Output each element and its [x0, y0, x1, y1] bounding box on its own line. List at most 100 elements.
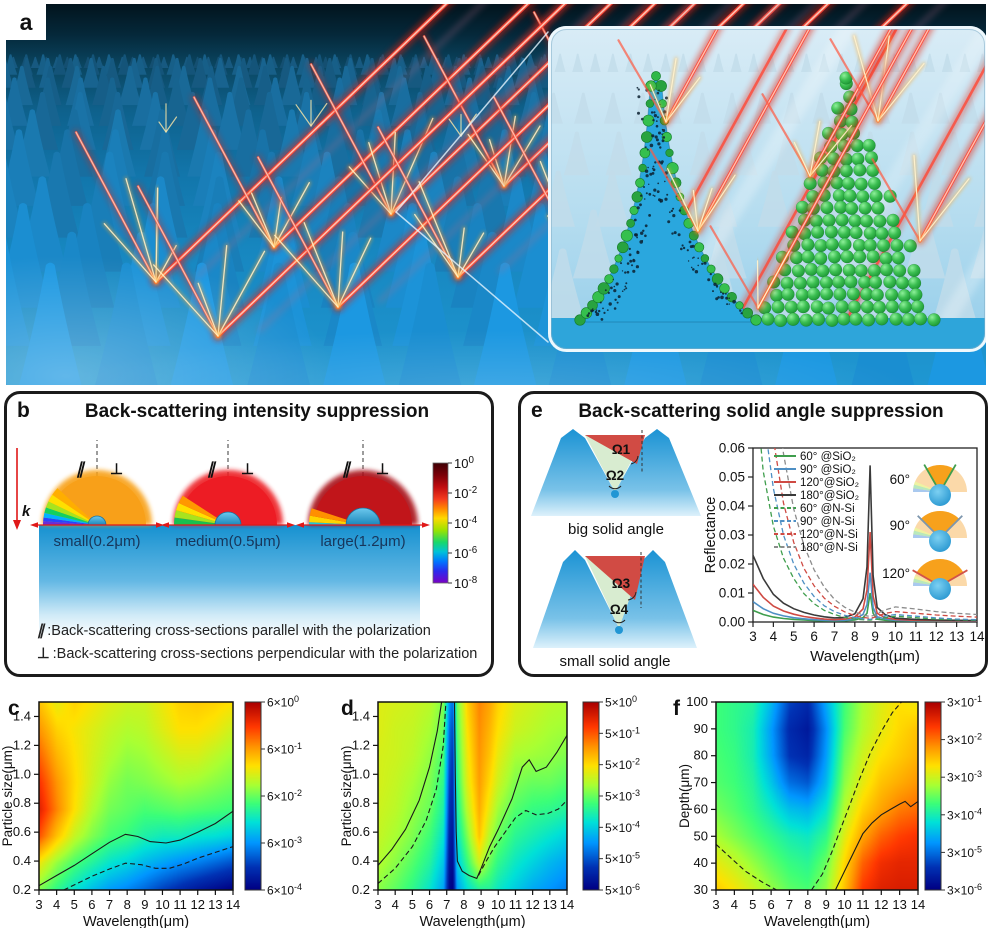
colorbar-tick: 10-4: [454, 515, 478, 531]
x-tick: 7: [786, 897, 793, 912]
colorbar-tick: 3×10-5: [947, 844, 982, 860]
colorbar-tick: 5×10-1: [605, 725, 640, 741]
x-tick: 8: [804, 897, 811, 912]
y-tick: 1.4: [352, 708, 370, 723]
y-tick: 0.4: [352, 853, 370, 868]
y-tick: 0.01: [719, 586, 745, 601]
x-tick: 4: [392, 897, 399, 912]
x-tick: 4: [731, 897, 738, 912]
x-tick: 7: [443, 897, 450, 912]
y-tick: 0.4: [13, 853, 31, 868]
parallel-symbol: ∥: [207, 461, 217, 478]
x-tick: 13: [892, 897, 906, 912]
y-axis-label: Particle size(μm): [339, 746, 354, 847]
panel-f-label: f: [673, 697, 681, 720]
inset-magnified-view: [548, 26, 986, 352]
y-axis-label: Reflectance: [703, 497, 719, 574]
x-tick: 11: [909, 629, 923, 644]
y-tick: 0.05: [719, 470, 745, 485]
x-tick: 8: [460, 897, 467, 912]
x-tick: 13: [208, 897, 222, 912]
colorbar-tick: 3×10-6: [947, 882, 982, 898]
legend-line-perpendicular: ⊥:Back-scattering cross-sections perpend…: [37, 643, 477, 666]
colorbar-tick: 5×10-5: [605, 851, 640, 867]
colorbar-tick: 100: [454, 455, 474, 471]
y-tick: 70: [694, 775, 708, 790]
colorbar-tick: 3×10-2: [947, 732, 982, 748]
x-tick: 7: [831, 629, 839, 644]
particle-size-label: small(0.2μm): [54, 533, 141, 550]
colorbar-tick: 5×10-3: [605, 788, 640, 804]
y-tick: 90: [694, 721, 708, 736]
colorbar-tick: 10-2: [454, 485, 477, 501]
colorbar-f: [925, 702, 941, 890]
panel-a: a: [6, 4, 986, 385]
x-axis-label: Wavelength(μm): [810, 648, 920, 665]
y-tick: 0.8: [352, 795, 370, 810]
panel-d-label: d: [341, 697, 354, 720]
x-tick: 14: [226, 897, 240, 912]
legend-entry: 90° @N-Si: [800, 516, 855, 528]
y-tick: 1.2: [13, 737, 31, 752]
colorbar-tick: 3×10-4: [947, 807, 982, 823]
substrate: [39, 525, 420, 637]
x-tick: 5: [71, 897, 78, 912]
y-tick: 0.00: [719, 615, 745, 630]
x-tick: 7: [106, 897, 113, 912]
y-tick: 30: [694, 882, 708, 897]
colorbar-tick: 6×10-4: [267, 882, 302, 898]
x-tick: 4: [770, 629, 778, 644]
gauge-90°: 90°: [890, 511, 967, 552]
colorbar-tick: 5×10-2: [605, 757, 640, 773]
colorbar-tick: 5×100: [605, 694, 637, 710]
x-tick: 5: [749, 897, 756, 912]
y-tick: 0.6: [13, 824, 31, 839]
x-tick: 3: [712, 897, 719, 912]
panel-b: b Back-scattering intensity suppression …: [4, 391, 494, 677]
panel-e-graphic: Ω1 Ω2 big solid angle Ω3 Ω4 small solid angle…: [531, 429, 985, 670]
y-tick: 0.06: [719, 441, 745, 456]
x-tick: 11: [173, 897, 187, 912]
y-tick: 1.4: [13, 708, 31, 723]
parallel-icon: ∥: [37, 623, 45, 639]
y-tick: 0.8: [13, 795, 31, 810]
colorbar-tick: 6×100: [267, 694, 299, 710]
legend-line-parallel: ∥:Back-scattering cross-sections paralle…: [37, 620, 477, 643]
colorbar-tick: 3×10-3: [947, 769, 982, 785]
parallel-symbol: ∥: [342, 461, 352, 478]
panel-a-scene: [6, 4, 986, 385]
heatmap-c-canvas: [39, 702, 233, 890]
legend-entry: 180°@SiO₂: [800, 490, 859, 502]
particle-size-label: large(1.2μm): [320, 533, 405, 550]
x-tick: 9: [141, 897, 148, 912]
x-tick: 4: [53, 897, 60, 912]
colorbar-tick: 5×10-6: [605, 882, 640, 898]
x-tick: 13: [949, 629, 964, 644]
x-tick: 6: [767, 897, 774, 912]
inset-callout-lines: [395, 31, 549, 343]
panel-b-title: Back-scattering intensity suppression: [84, 401, 430, 422]
x-tick: 14: [560, 897, 574, 912]
omega4-label: Ω4: [610, 602, 629, 617]
x-tick: 9: [477, 897, 484, 912]
perpendicular-symbol: ⊥: [110, 461, 123, 478]
panel-a-label: a: [6, 4, 46, 40]
panel-c-label: c: [8, 697, 20, 720]
legend-entry: 60° @SiO₂: [800, 451, 856, 463]
y-tick: 1.0: [352, 766, 370, 781]
scattering-pattern-2: ∥ ⊥ large(1.2μm): [296, 440, 430, 550]
x-tick: 8: [851, 629, 859, 644]
x-tick: 14: [911, 897, 925, 912]
x-axis-label: Wavelength(μm): [764, 914, 870, 928]
gauge-label: 120°: [882, 566, 910, 581]
x-tick: 3: [749, 629, 757, 644]
scattering-pattern-0: ∥ ⊥ small(0.2μm): [30, 440, 164, 550]
omega1-label: Ω1: [612, 442, 631, 457]
x-tick: 10: [837, 897, 851, 912]
polarization-legend: ∥:Back-scattering cross-sections paralle…: [37, 620, 477, 666]
x-tick: 3: [374, 897, 381, 912]
x-tick: 11: [509, 897, 523, 912]
x-tick: 6: [810, 629, 818, 644]
gauge-60°: 60°: [890, 464, 967, 506]
